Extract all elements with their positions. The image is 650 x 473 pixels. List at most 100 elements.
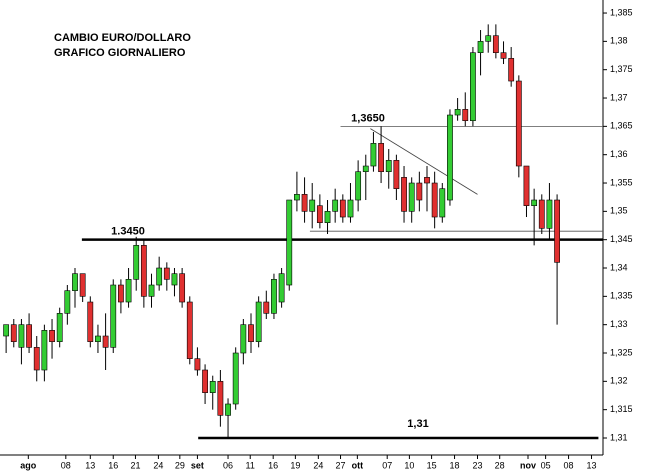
candle-body — [301, 194, 308, 212]
level-label: 1,31 — [407, 418, 428, 430]
y-tick-label: 1,315 — [610, 404, 633, 414]
y-tick-label: 1,365 — [610, 121, 633, 131]
x-tick-label: 07 — [382, 460, 392, 470]
x-tick-label: 13 — [85, 460, 95, 470]
candle-body — [95, 335, 101, 342]
candle-body — [439, 188, 446, 218]
y-tick-label: 1,37 — [610, 92, 628, 102]
x-tick-label: 29 — [175, 460, 185, 470]
candle-body — [324, 211, 331, 223]
candle-body — [87, 301, 94, 342]
y-tick-label: 1,335 — [610, 291, 633, 301]
candle-body — [110, 284, 117, 348]
x-tick-label: 08 — [61, 460, 71, 470]
x-tick-label: ago — [20, 460, 37, 470]
candle-body — [401, 177, 407, 212]
candle-body — [102, 335, 109, 348]
y-tick-label: 1,33 — [610, 319, 628, 329]
candle-body — [362, 165, 369, 172]
candle-body — [347, 199, 354, 218]
x-tick-label: 13 — [587, 460, 597, 470]
candle-body — [194, 358, 201, 371]
candle-body — [33, 347, 40, 371]
candle-body — [64, 290, 71, 314]
candle-body — [56, 313, 63, 342]
candle-body — [118, 284, 124, 303]
candle-body — [554, 199, 560, 263]
candle-body — [240, 324, 247, 354]
x-tick-label: 19 — [290, 460, 300, 470]
trend-line — [370, 128, 478, 195]
candle-body — [186, 301, 193, 359]
candle-body — [26, 324, 32, 348]
candle-body — [500, 52, 507, 59]
x-tick-label: ott — [352, 460, 364, 470]
x-tick-label: 16 — [268, 460, 278, 470]
candle-body — [454, 109, 461, 116]
x-tick-label: 18 — [450, 460, 460, 470]
candle-body — [538, 199, 545, 229]
candle-body — [125, 279, 132, 303]
candle-body — [163, 267, 170, 280]
candle-body — [232, 352, 239, 405]
y-tick-label: 1,355 — [610, 177, 633, 187]
candle-body — [515, 80, 522, 167]
candle-body — [140, 245, 147, 297]
y-tick-label: 1,385 — [610, 7, 633, 17]
y-tick-label: 1,32 — [610, 376, 628, 386]
x-tick-label: 08 — [564, 460, 574, 470]
candle-body — [148, 284, 155, 297]
candle-body — [156, 267, 163, 286]
candle-body — [462, 109, 469, 121]
chart-title: CAMBIO EURO/DOLLARO — [54, 32, 191, 44]
candle-body — [248, 324, 254, 342]
x-tick-label: 11 — [246, 460, 255, 470]
candle-body — [202, 369, 208, 393]
candle-body — [508, 58, 515, 82]
x-tick-label: 05 — [541, 460, 551, 470]
candle-body — [133, 245, 140, 280]
candle-body — [209, 381, 216, 393]
candle-body — [378, 143, 384, 172]
candle-body — [477, 41, 484, 53]
x-tick-label: 24 — [313, 460, 323, 470]
candle-body — [492, 35, 499, 53]
candle-body — [41, 330, 48, 371]
candle-body — [278, 273, 285, 303]
candle-body — [10, 324, 17, 342]
candle-body — [339, 199, 346, 218]
candle-body — [79, 273, 86, 297]
level-label: 1,3650 — [351, 112, 385, 124]
candle-body — [18, 324, 25, 348]
y-tick-label: 1,375 — [610, 64, 633, 74]
candle-body — [416, 182, 423, 201]
candle-body — [316, 205, 323, 223]
x-tick-label: 15 — [427, 460, 437, 470]
candle-body — [393, 160, 400, 189]
candle-body — [179, 273, 186, 303]
candle-body — [309, 199, 316, 212]
y-tick-label: 1,34 — [610, 262, 628, 272]
level-label: 1.3450 — [111, 226, 145, 238]
candle-body — [385, 160, 392, 172]
candle-body — [447, 114, 453, 201]
candle-body — [263, 301, 270, 314]
candle-body — [531, 199, 538, 206]
y-tick-label: 1,38 — [610, 36, 628, 46]
candle-body — [485, 35, 492, 42]
chart-subtitle: GRAFICO GIORNALIERO — [54, 47, 186, 59]
candle-body — [332, 199, 339, 212]
candle-body — [255, 301, 262, 342]
candle-body — [431, 182, 438, 218]
candle-body — [408, 182, 415, 212]
candle-body — [523, 165, 530, 206]
candle-body — [225, 403, 231, 416]
y-tick-label: 1,325 — [610, 347, 633, 357]
x-tick-label: 28 — [495, 460, 505, 470]
y-tick-label: 1,35 — [610, 206, 628, 216]
y-tick-label: 1,36 — [610, 149, 628, 159]
y-tick-label: 1,345 — [610, 234, 633, 244]
x-tick-label: 24 — [153, 460, 163, 470]
candle-body — [72, 273, 78, 291]
